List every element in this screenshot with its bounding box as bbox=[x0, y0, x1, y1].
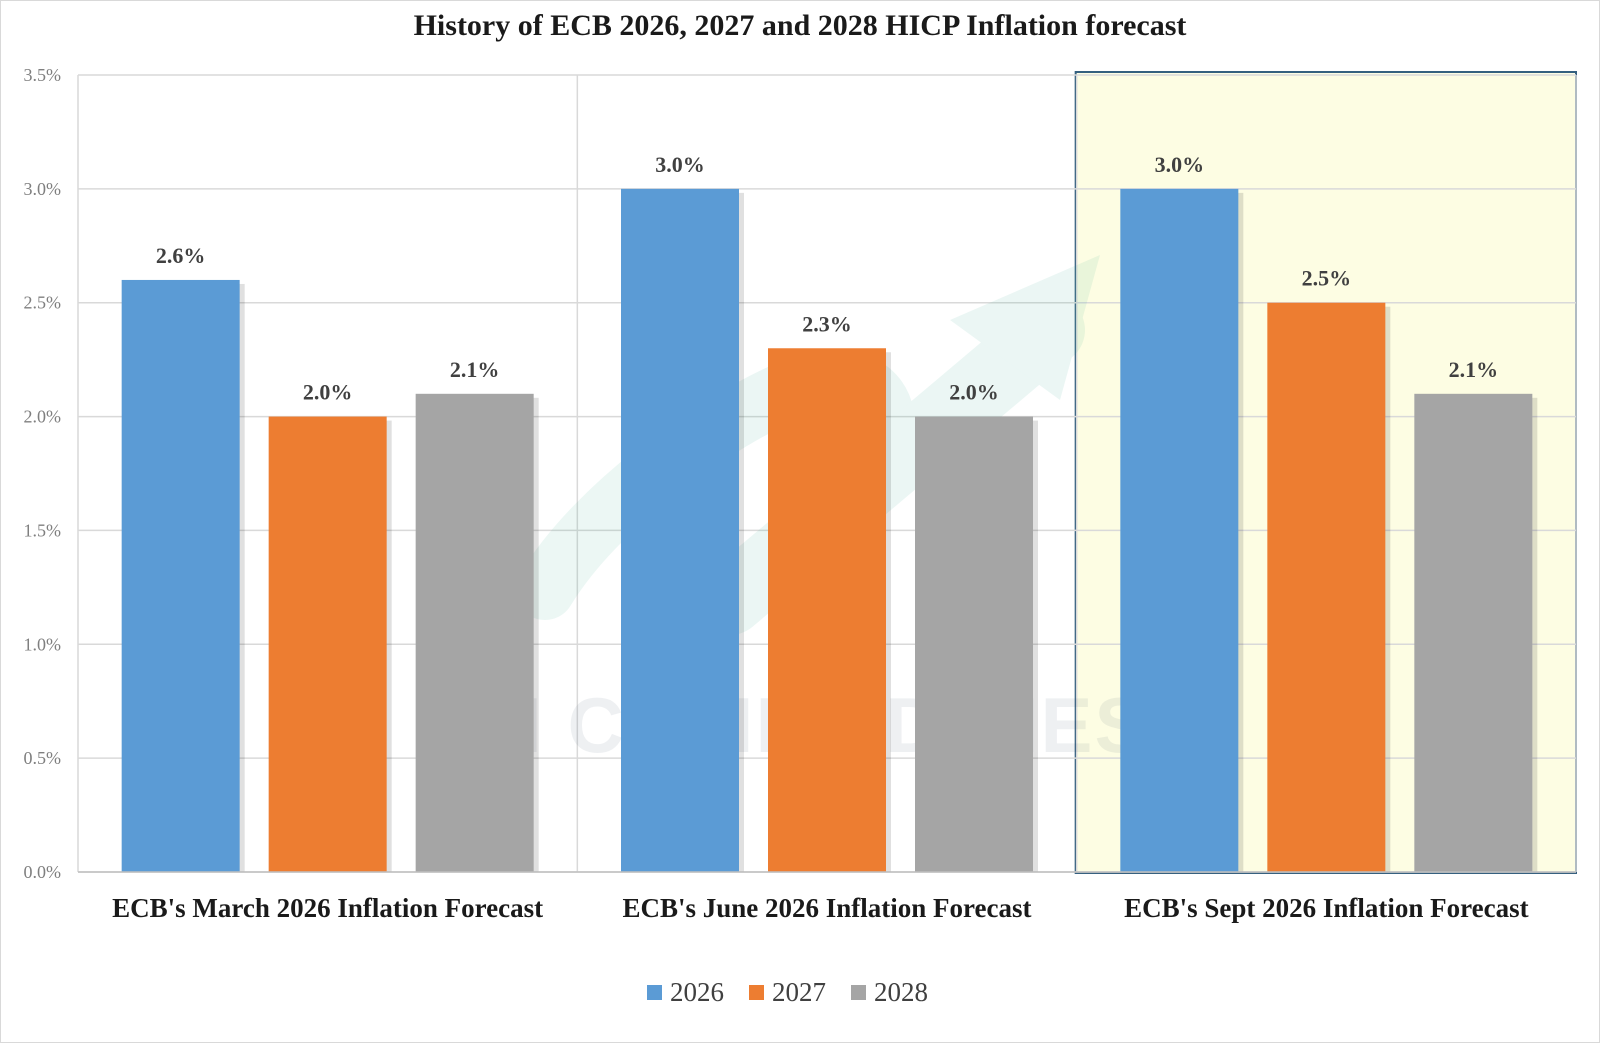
data-label: 2.3% bbox=[802, 311, 852, 336]
legend-label: 2026 bbox=[670, 977, 724, 1007]
data-label: 2.0% bbox=[949, 380, 999, 405]
data-label: 2.1% bbox=[450, 357, 500, 382]
legend-swatch bbox=[749, 985, 764, 1000]
legend: 2026 2027 2028 bbox=[647, 977, 928, 1007]
y-tick-label: 2.5% bbox=[24, 293, 62, 313]
y-tick-label: 1.0% bbox=[24, 634, 62, 654]
legend-label: 2028 bbox=[874, 977, 928, 1007]
legend-swatch bbox=[647, 985, 662, 1000]
bar-2028-3 bbox=[1414, 393, 1533, 872]
category-label: ECB's June 2026 Inflation Forecast bbox=[622, 893, 1031, 923]
chart-title: History of ECB 2026, 2027 and 2028 HICP … bbox=[414, 9, 1187, 42]
legend-label: 2027 bbox=[772, 977, 826, 1007]
data-label: 3.0% bbox=[655, 152, 705, 177]
category-label: ECB's Sept 2026 Inflation Forecast bbox=[1124, 893, 1529, 923]
bar-2026-2 bbox=[621, 188, 739, 872]
y-tick-label: 3.0% bbox=[24, 179, 62, 199]
y-tick-label: 0.0% bbox=[24, 862, 62, 882]
data-label: 3.0% bbox=[1155, 152, 1205, 177]
y-tick-label: 2.0% bbox=[24, 407, 62, 427]
data-label: 2.6% bbox=[156, 243, 206, 268]
y-tick-label: 0.5% bbox=[24, 748, 62, 768]
bar-2026-3 bbox=[1120, 188, 1239, 872]
category-label: ECB's March 2026 Inflation Forecast bbox=[112, 893, 543, 923]
bar-2027-1 bbox=[268, 416, 387, 872]
bar-2028-2 bbox=[915, 416, 1033, 872]
y-tick-label: 3.5% bbox=[24, 65, 62, 85]
legend-swatch bbox=[851, 985, 866, 1000]
data-label: 2.5% bbox=[1302, 266, 1352, 291]
bar-2027-3 bbox=[1267, 302, 1386, 872]
bar-2026-1 bbox=[121, 279, 240, 872]
data-label: 2.0% bbox=[303, 380, 353, 405]
bar-2028-1 bbox=[415, 393, 534, 872]
bar-2027-2 bbox=[768, 348, 886, 872]
data-label: 2.1% bbox=[1449, 357, 1499, 382]
y-tick-label: 1.5% bbox=[24, 520, 62, 540]
